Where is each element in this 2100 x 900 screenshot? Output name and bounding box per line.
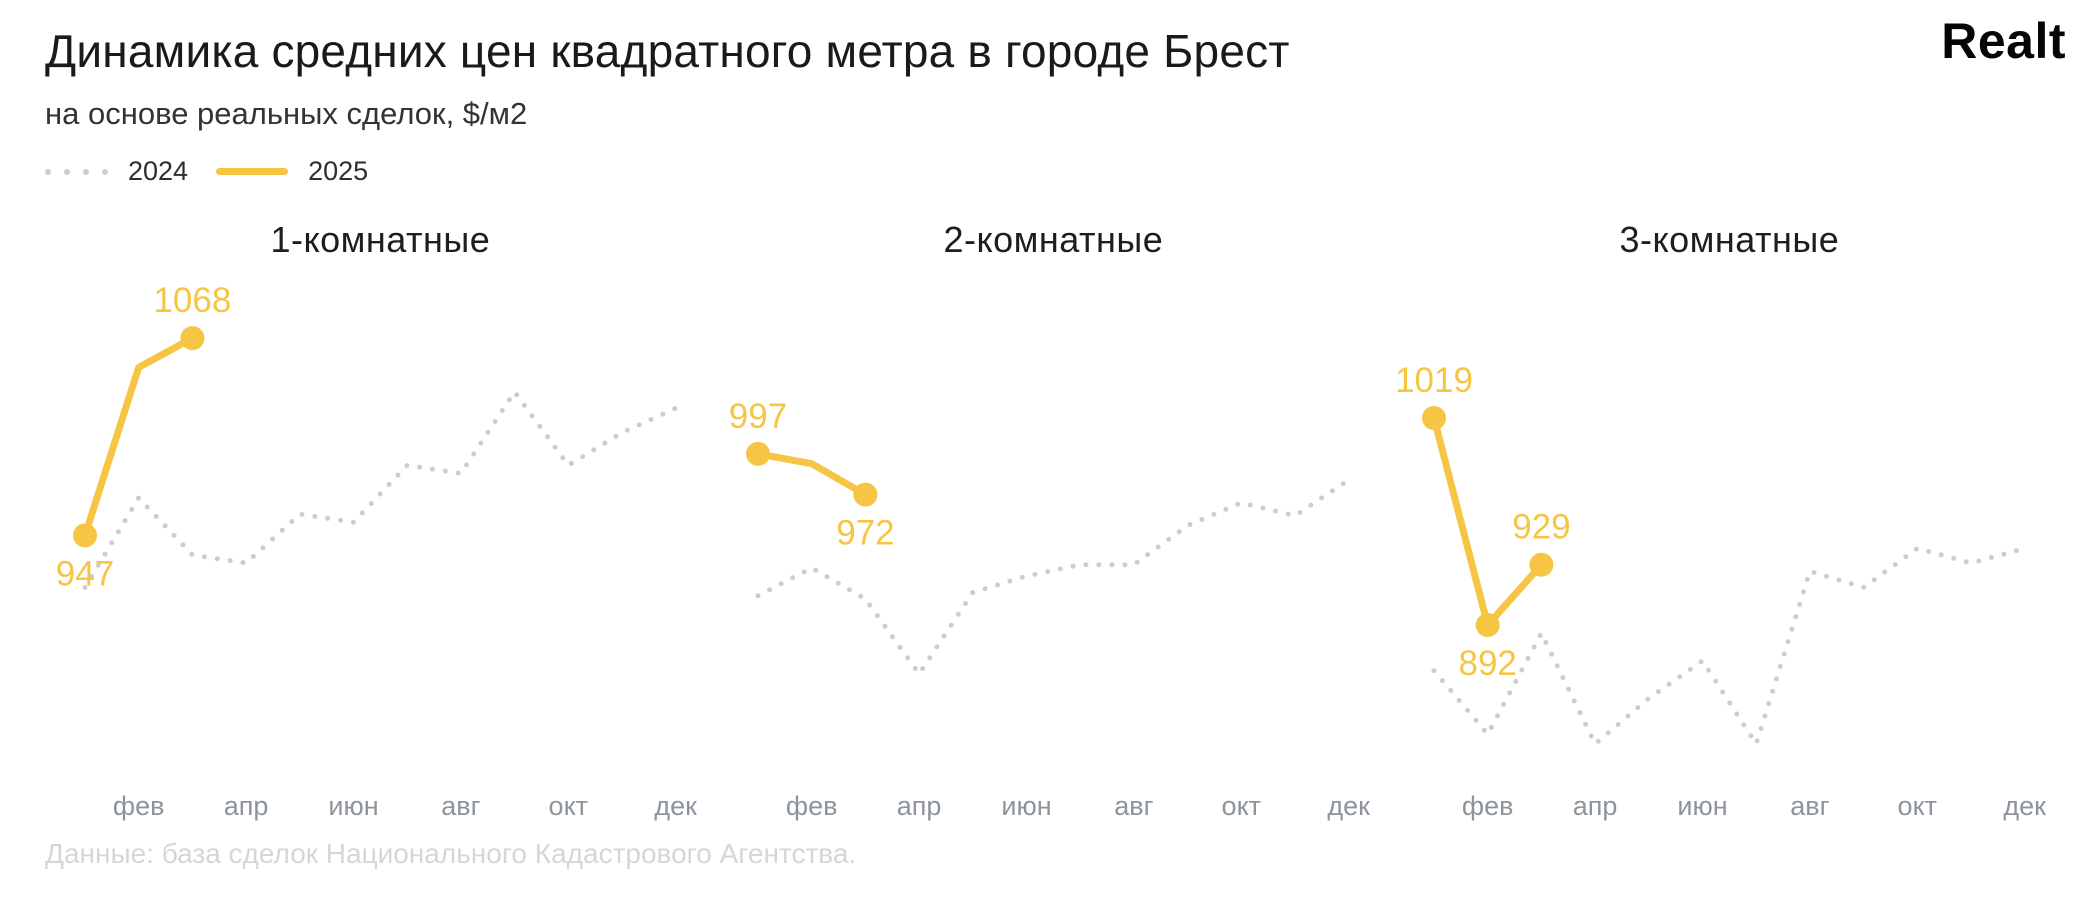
data-point-label: 997	[729, 397, 787, 436]
legend-item-2025: 2025	[216, 156, 368, 187]
solid-line-swatch	[216, 168, 289, 175]
series-2024-dotted-line	[755, 477, 1352, 679]
x-axis-label: апр	[224, 791, 269, 821]
x-axis-label: июн	[1677, 791, 1727, 821]
panel-title: 3-комнатные	[1619, 219, 1839, 260]
data-point-marker	[1475, 613, 1500, 638]
chart-legend: 2024 2025	[45, 156, 368, 187]
data-point-label: 972	[836, 514, 894, 553]
series-2024-dotted-line	[1431, 545, 2028, 750]
data-point-label: 1068	[153, 281, 231, 320]
panel-1-комнатные: 1-комнатные 947 1068 фев апр июн авг окт дек	[56, 219, 697, 821]
x-axis-label: авг	[1114, 791, 1153, 821]
x-axis-label: авг	[1790, 791, 1829, 821]
x-axis-label: авг	[441, 791, 480, 821]
data-point-marker	[1529, 552, 1554, 577]
x-axis-label: фев	[1462, 791, 1514, 821]
data-point-marker	[180, 326, 205, 351]
data-source-note: Данные: база сделок Национального Кадаст…	[45, 838, 857, 869]
x-axis-label: окт	[1898, 791, 1938, 821]
x-axis-label: дек	[654, 791, 697, 821]
data-point-marker	[746, 441, 770, 466]
x-axis-label: дек	[2003, 791, 2046, 821]
x-axis-label: апр	[897, 791, 942, 821]
panel-2-комнатные: 2-комнатные 997 972 фев апр июн авг окт дек	[729, 219, 1370, 821]
x-axis-label: дек	[1327, 791, 1370, 821]
data-point-label: 947	[56, 554, 114, 593]
x-axis-label: окт	[549, 791, 589, 821]
page-subtitle: на основе реальных сделок, $/м2	[45, 96, 528, 131]
x-axis-label: июн	[1001, 791, 1051, 821]
x-axis-label: фев	[113, 791, 165, 821]
data-point-marker	[853, 482, 878, 507]
panel-title: 1-комнатные	[270, 219, 490, 260]
x-axis-label: фев	[786, 791, 838, 821]
legend-label-2024: 2024	[128, 156, 189, 186]
panel-title: 2-комнатные	[943, 219, 1163, 260]
x-axis-label: июн	[328, 791, 378, 821]
data-point-label: 929	[1512, 508, 1570, 547]
data-point-label: 1019	[1395, 361, 1473, 400]
data-point-label: 892	[1458, 644, 1516, 683]
legend-label-2025: 2025	[308, 156, 369, 186]
legend-item-2024: 2024	[45, 156, 188, 187]
series-2024-dotted-line	[82, 387, 679, 591]
series-2025-line	[81, 334, 196, 539]
panel-3-комнатные: 3-комнатные 1019 892 929 фев апр июн авг окт дек	[1395, 219, 2046, 821]
x-axis-label: апр	[1573, 791, 1618, 821]
dotted-line-swatch	[45, 168, 108, 175]
data-point-marker	[1422, 406, 1446, 430]
realt-logo: Realt	[1941, 13, 2066, 69]
x-axis-label: окт	[1222, 791, 1262, 821]
page-title: Динамика средних цен квадратного метра в…	[45, 25, 1290, 77]
series-2025-line	[754, 450, 869, 499]
data-point-marker	[73, 523, 97, 548]
